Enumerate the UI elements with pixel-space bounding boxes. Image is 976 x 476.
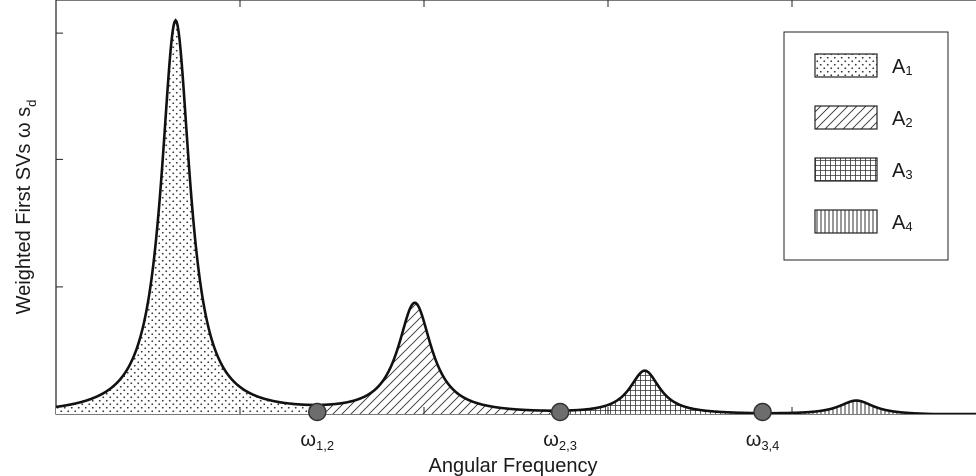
area-a2	[317, 302, 561, 414]
legend-label-a1: A1	[892, 56, 913, 78]
x-axis-label: Angular Frequency	[429, 455, 598, 476]
omega-label-2: ω2,3	[543, 429, 577, 453]
omega-subscript: 3,4	[761, 438, 779, 453]
omega-subscript: 1,2	[316, 438, 334, 453]
y-axis-label: Weighted First SVs ω sd	[13, 100, 39, 315]
legend-swatch-a3	[814, 157, 878, 182]
legend-swatch-a1	[814, 53, 878, 78]
axis-ticks	[56, 0, 793, 414]
omega-symbol: ω	[300, 429, 316, 451]
legend-label-a3: A3	[892, 160, 913, 182]
x-tick-labels: ω1,2 ω2,3 ω3,4	[300, 429, 779, 453]
area-a4	[762, 400, 976, 414]
area-a1	[56, 20, 318, 414]
legend: A1 A2 A3 A4	[783, 31, 949, 261]
boundary-marker-3	[753, 402, 772, 422]
legend-swatch-a4	[814, 209, 878, 234]
y-axis-label-subscript: d	[24, 100, 39, 107]
omega-symbol: ω	[746, 429, 762, 451]
legend-swatch-a2	[814, 105, 878, 130]
area-regions	[56, 20, 976, 414]
omega-label-1: ω1,2	[300, 429, 334, 453]
legend-label-a4: A4	[892, 212, 913, 234]
boundary-markers	[308, 402, 772, 422]
area-a3	[560, 370, 763, 414]
boundary-marker-1	[308, 402, 327, 422]
y-axis-label-main: Weighted First SVs ω s	[13, 107, 35, 315]
weighted-sv-curve	[56, 18, 976, 414]
boundary-marker-2	[550, 402, 570, 422]
omega-symbol: ω	[543, 429, 559, 451]
omega-label-3: ω3,4	[746, 429, 780, 453]
legend-label-a2: A2	[892, 108, 913, 130]
omega-subscript: 2,3	[559, 438, 577, 453]
